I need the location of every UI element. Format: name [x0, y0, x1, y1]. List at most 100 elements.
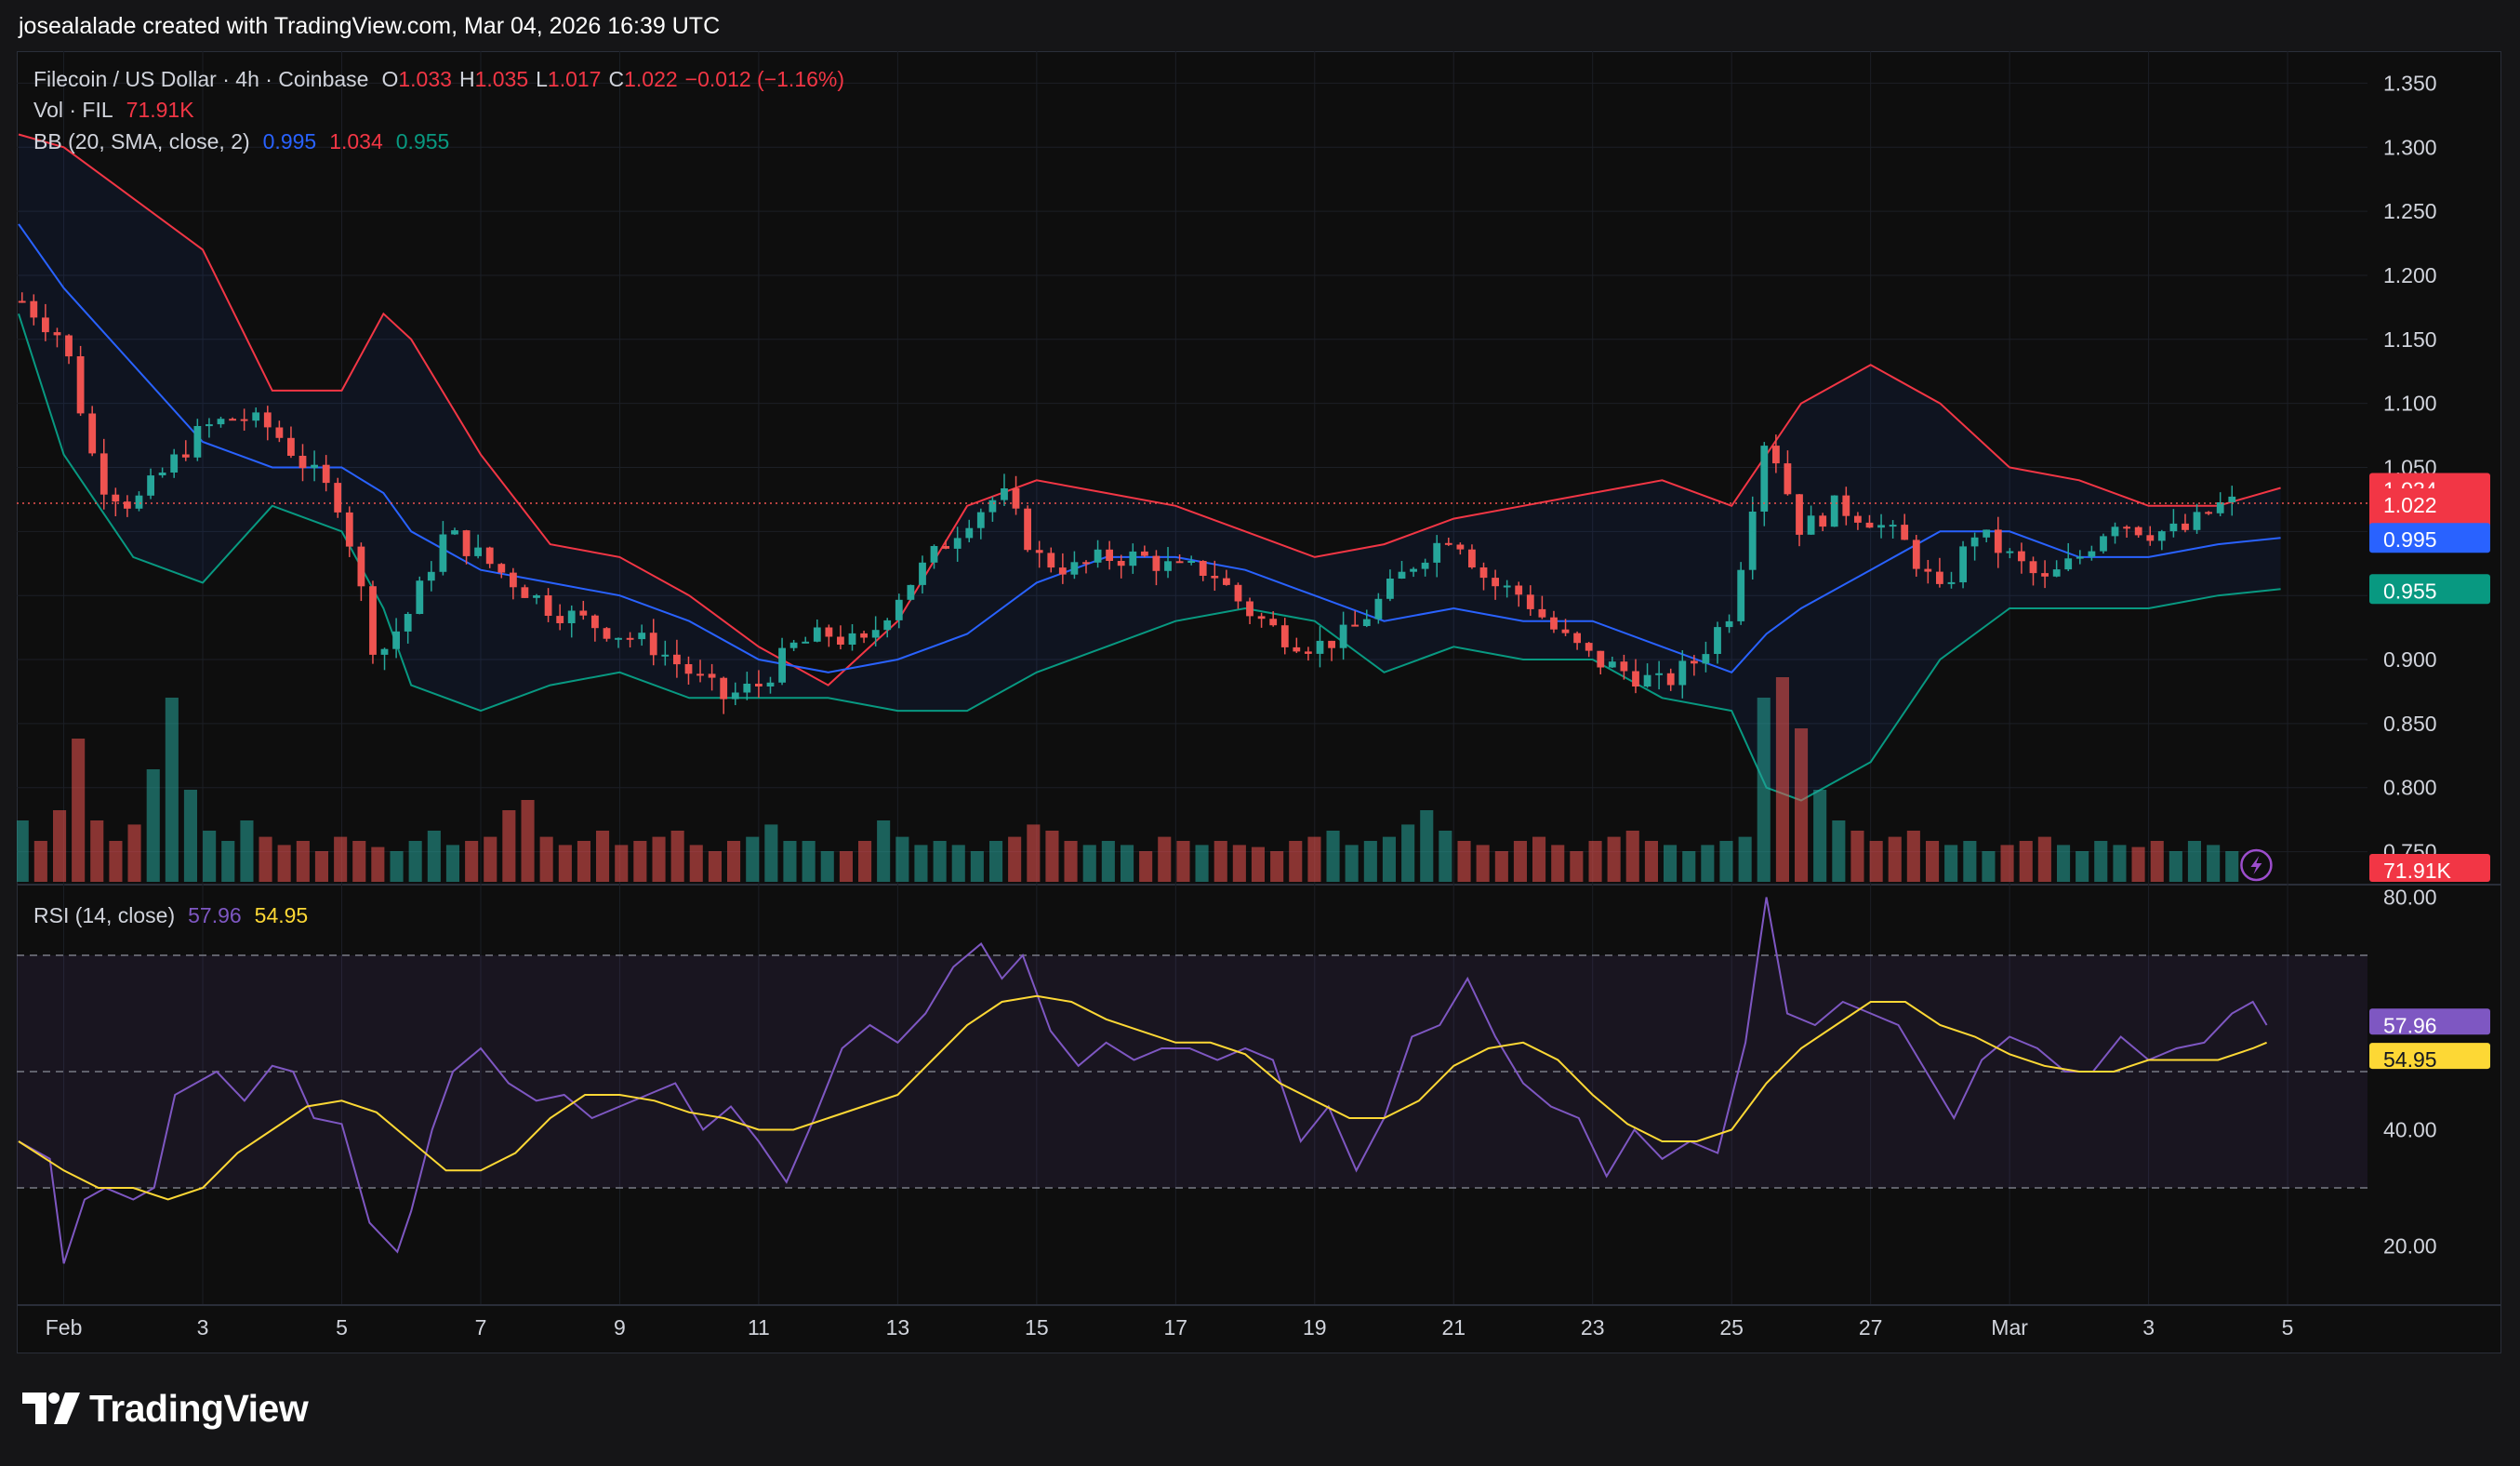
candle[interactable]: [1643, 674, 1651, 686]
candle[interactable]: [1374, 598, 1383, 620]
candle[interactable]: [673, 654, 681, 665]
candle[interactable]: [53, 332, 61, 336]
candle[interactable]: [252, 412, 260, 421]
candle[interactable]: [766, 682, 775, 686]
candle[interactable]: [1725, 620, 1733, 628]
candle[interactable]: [474, 547, 482, 556]
candle[interactable]: [1970, 537, 1979, 547]
candle[interactable]: [1223, 578, 1230, 585]
candle[interactable]: [1924, 568, 1932, 572]
volume-legend[interactable]: Vol · FIL 71.91K: [33, 98, 202, 123]
candle[interactable]: [510, 572, 517, 588]
bb-upper-line[interactable]: [18, 133, 2281, 686]
rsi-line[interactable]: [18, 897, 2268, 1264]
candle[interactable]: [615, 637, 622, 640]
candle[interactable]: [1691, 660, 1698, 664]
candle[interactable]: [2193, 512, 2201, 530]
candle[interactable]: [871, 630, 880, 638]
candle[interactable]: [462, 530, 471, 556]
candle[interactable]: [2064, 558, 2073, 570]
candle[interactable]: [1410, 568, 1417, 572]
candle[interactable]: [1526, 594, 1534, 609]
candle[interactable]: [1983, 529, 1991, 538]
candle[interactable]: [533, 595, 540, 598]
candle[interactable]: [1468, 549, 1476, 567]
candle[interactable]: [1362, 619, 1371, 626]
candle[interactable]: [2052, 569, 2061, 577]
candle[interactable]: [147, 475, 154, 496]
lower-band-badge[interactable]: 0.955: [2369, 574, 2490, 605]
candle[interactable]: [720, 677, 728, 700]
candle[interactable]: [1058, 567, 1067, 575]
candle[interactable]: [65, 335, 73, 357]
candle[interactable]: [1257, 616, 1266, 620]
candle[interactable]: [802, 641, 810, 644]
candle[interactable]: [1129, 551, 1137, 566]
candle[interactable]: [311, 464, 318, 469]
candle[interactable]: [1585, 643, 1593, 651]
candle[interactable]: [193, 426, 202, 458]
candle[interactable]: [497, 564, 506, 573]
candle[interactable]: [521, 587, 529, 598]
rsi-value-badge[interactable]: 57.96: [2369, 1008, 2490, 1037]
candle[interactable]: [1772, 446, 1780, 464]
candle[interactable]: [860, 633, 868, 638]
candle[interactable]: [603, 628, 611, 639]
candle[interactable]: [1608, 661, 1616, 668]
candle[interactable]: [837, 636, 844, 646]
volume-badge[interactable]: 71.91K: [2369, 854, 2490, 883]
candle[interactable]: [1152, 555, 1161, 571]
candle[interactable]: [1830, 495, 1838, 527]
candle[interactable]: [275, 427, 284, 438]
candle[interactable]: [1106, 549, 1113, 561]
candle[interactable]: [2205, 512, 2212, 514]
candle[interactable]: [124, 501, 131, 509]
candle[interactable]: [1035, 550, 1043, 553]
candle[interactable]: [1889, 525, 1897, 527]
candle[interactable]: [485, 547, 494, 565]
candle[interactable]: [1175, 561, 1184, 564]
candle[interactable]: [229, 419, 236, 421]
candle[interactable]: [1398, 571, 1406, 579]
candle[interactable]: [743, 684, 751, 693]
candle[interactable]: [1796, 494, 1803, 535]
candle[interactable]: [2182, 523, 2189, 530]
candle[interactable]: [895, 599, 903, 620]
candle[interactable]: [439, 534, 447, 572]
candle[interactable]: [661, 654, 670, 657]
candle[interactable]: [1666, 673, 1675, 686]
chart-canvas[interactable]: 1.3501.3001.2501.2001.1501.1001.0501.000…: [17, 51, 2501, 1353]
candle[interactable]: [1655, 673, 1663, 675]
candle[interactable]: [1316, 640, 1324, 654]
candle[interactable]: [976, 512, 985, 528]
candle[interactable]: [1678, 660, 1687, 686]
candle[interactable]: [638, 633, 646, 640]
candle[interactable]: [404, 614, 412, 632]
candle[interactable]: [1456, 544, 1465, 550]
candle[interactable]: [813, 627, 821, 642]
candle[interactable]: [99, 453, 108, 495]
candle[interactable]: [2228, 496, 2236, 502]
candle[interactable]: [1947, 581, 1956, 584]
candle[interactable]: [1351, 624, 1359, 627]
candle[interactable]: [684, 664, 693, 674]
candle[interactable]: [1199, 561, 1207, 576]
candle[interactable]: [1246, 601, 1253, 617]
candle[interactable]: [965, 527, 974, 539]
candle[interactable]: [919, 562, 926, 585]
candle[interactable]: [2100, 536, 2107, 552]
candle[interactable]: [1748, 512, 1757, 570]
candle[interactable]: [1012, 488, 1020, 509]
candle[interactable]: [416, 580, 424, 614]
candle[interactable]: [76, 356, 85, 414]
candle[interactable]: [1842, 495, 1850, 516]
candle[interactable]: [1444, 542, 1452, 545]
candle[interactable]: [626, 637, 634, 640]
candle[interactable]: [1597, 650, 1605, 668]
candle[interactable]: [1912, 540, 1920, 569]
candle[interactable]: [1714, 627, 1721, 654]
candle[interactable]: [789, 642, 798, 648]
candle[interactable]: [2088, 551, 2096, 557]
candle[interactable]: [1141, 551, 1148, 556]
candle[interactable]: [1234, 584, 1242, 602]
